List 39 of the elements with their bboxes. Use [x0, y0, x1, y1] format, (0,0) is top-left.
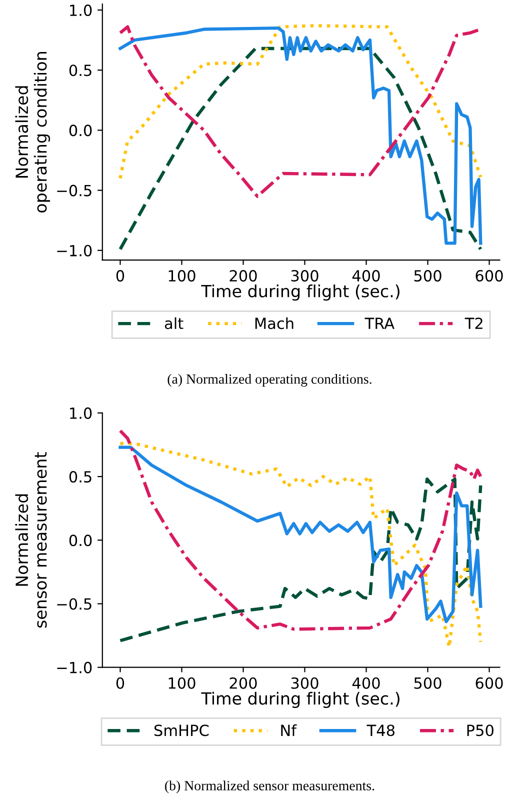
text: (b) Normalized sensor measurements.: [165, 780, 374, 794]
legend-label: T48: [366, 724, 395, 736]
legend-label: SmHPC: [154, 724, 209, 736]
text: (a) Normalized operating conditions.: [168, 374, 372, 387]
y-tick-label: 0.0: [69, 534, 92, 546]
line-series: [118, 478, 482, 642]
legend-label: T2: [464, 318, 482, 329]
x-tick-label: 0: [116, 677, 124, 689]
legend-label: Nf: [281, 724, 297, 736]
y-tick-label: 0.0: [69, 124, 92, 136]
y-tick-label: −1.0: [57, 662, 92, 674]
y-tick-label: 1.0: [70, 407, 92, 419]
y-axis-title: Normalized operating condition: [15, 52, 50, 212]
x-tick-label: 600: [476, 270, 503, 282]
legend-label: alt: [164, 317, 184, 330]
x-tick-label: 200: [230, 270, 257, 282]
y-tick-label: 0.5: [69, 471, 92, 483]
y-tick-label: −1.0: [57, 244, 92, 256]
x-tick-label: 100: [168, 677, 196, 689]
x-tick-label: 0: [116, 270, 124, 282]
x-tick-label: 400: [352, 677, 380, 689]
x-tick-label: 500: [414, 677, 442, 689]
y-tick-label: 0.5: [69, 64, 92, 76]
x-tick-label: 200: [230, 677, 257, 689]
y-tick-label: −0.5: [57, 184, 92, 196]
x-axis-title: Time during flight (sec.): [201, 284, 400, 301]
x-axis-title: Time during flight (sec.): [201, 692, 400, 708]
x-tick-label: 300: [291, 677, 318, 689]
x-tick-label: 400: [352, 270, 380, 282]
x-tick-label: 100: [168, 270, 196, 282]
legend-label: P50: [467, 724, 494, 736]
y-tick-label: −0.5: [57, 598, 92, 610]
y-axis-title: Normalized sensor measurement: [15, 452, 47, 628]
legend-label: Mach: [255, 317, 294, 330]
x-tick-label: 500: [414, 270, 442, 282]
x-tick-label: 300: [291, 270, 318, 282]
y-tick-label: 1.0: [70, 4, 92, 16]
x-tick-label: 600: [476, 677, 503, 689]
legend-label: TRA: [364, 318, 394, 329]
